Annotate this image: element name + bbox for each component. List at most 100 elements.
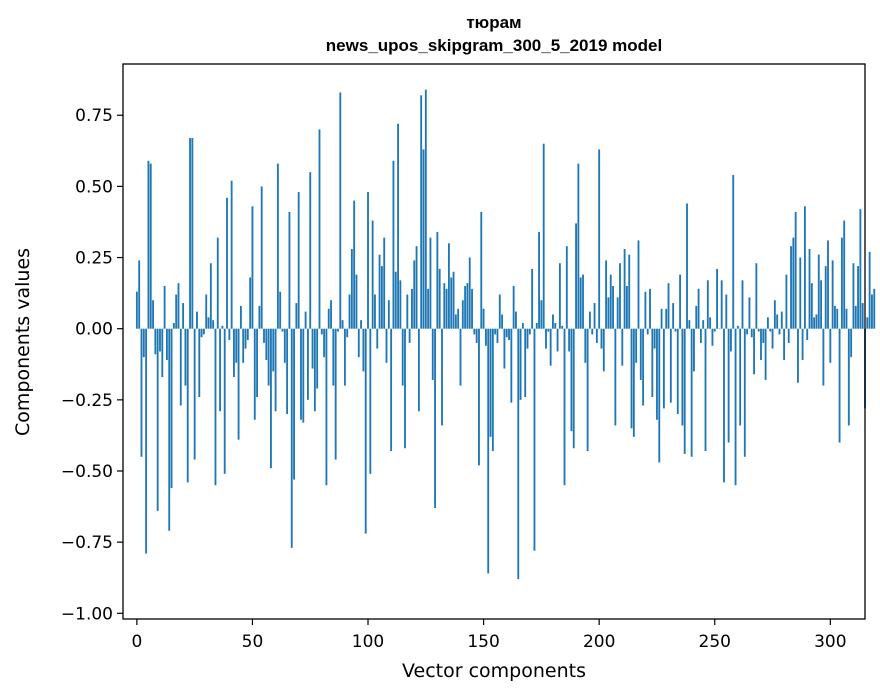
bar xyxy=(552,314,554,329)
bar xyxy=(235,328,238,363)
bar xyxy=(709,317,712,329)
bar xyxy=(660,308,663,329)
bar xyxy=(623,249,626,329)
bar xyxy=(149,163,152,329)
bar xyxy=(517,328,520,580)
bar xyxy=(554,323,557,329)
bar xyxy=(491,328,494,452)
bar xyxy=(165,328,168,360)
bar xyxy=(478,328,480,466)
bar xyxy=(561,325,564,329)
bar xyxy=(330,300,332,329)
bar xyxy=(699,328,702,343)
bar xyxy=(612,286,614,329)
bar xyxy=(175,294,178,329)
bar xyxy=(834,305,836,329)
bar xyxy=(392,160,395,329)
bar xyxy=(339,92,342,329)
bar xyxy=(431,328,434,380)
bar xyxy=(457,308,460,329)
bar xyxy=(616,297,619,329)
bar xyxy=(568,328,571,352)
bar xyxy=(348,294,351,329)
bar xyxy=(263,328,265,343)
bar xyxy=(177,283,180,329)
bar xyxy=(503,328,506,369)
bar xyxy=(824,266,827,329)
bar xyxy=(274,328,277,412)
bar xyxy=(764,328,767,380)
bar xyxy=(209,263,212,329)
bar xyxy=(720,280,723,329)
bar xyxy=(732,175,735,329)
bar xyxy=(600,328,603,349)
bar xyxy=(461,300,464,329)
y-tick-label: 0.00 xyxy=(75,320,113,340)
bar xyxy=(482,308,485,329)
bar xyxy=(473,328,476,335)
bar xyxy=(665,308,668,329)
bar xyxy=(343,328,346,386)
bar xyxy=(302,328,305,423)
x-tick-label: 0 xyxy=(131,632,142,652)
bar xyxy=(582,274,584,329)
bar xyxy=(859,209,862,329)
bar xyxy=(311,328,314,369)
bar xyxy=(256,328,258,397)
bar xyxy=(196,311,198,329)
bar xyxy=(448,243,450,329)
bar xyxy=(272,328,275,372)
bar xyxy=(776,314,779,329)
bar xyxy=(598,149,601,329)
bar xyxy=(549,328,552,366)
bar xyxy=(540,300,543,329)
bar xyxy=(161,328,164,378)
bar xyxy=(679,274,681,329)
bar xyxy=(207,317,210,329)
bar xyxy=(815,314,818,329)
bar xyxy=(219,328,222,412)
bar xyxy=(790,246,792,329)
bar xyxy=(466,283,469,329)
bar xyxy=(325,328,328,486)
bar xyxy=(411,288,413,329)
bar xyxy=(632,328,635,437)
bar xyxy=(681,328,684,426)
bar xyxy=(279,291,282,329)
bar xyxy=(489,328,492,437)
x-tick-label: 250 xyxy=(699,632,731,652)
bar xyxy=(602,328,605,372)
bar xyxy=(871,294,873,329)
bar xyxy=(827,240,829,329)
bar xyxy=(249,277,252,329)
bar xyxy=(362,328,365,372)
bar xyxy=(214,328,217,486)
bar xyxy=(674,328,677,332)
bar xyxy=(184,328,187,386)
bar xyxy=(415,246,418,329)
bar xyxy=(857,266,859,329)
bar xyxy=(318,129,321,329)
bar xyxy=(480,212,483,329)
bar xyxy=(538,231,540,329)
bar xyxy=(286,328,289,415)
bar xyxy=(686,203,688,329)
bar xyxy=(672,303,675,329)
bar xyxy=(785,274,788,329)
bar xyxy=(295,303,298,329)
bar xyxy=(760,328,762,360)
bar xyxy=(142,328,145,358)
bar xyxy=(223,328,226,474)
bar xyxy=(244,328,247,349)
bar xyxy=(454,314,457,329)
bar xyxy=(327,308,330,329)
bar xyxy=(434,328,436,508)
bar xyxy=(163,286,166,329)
bar xyxy=(572,328,575,449)
bar xyxy=(817,254,820,329)
bar xyxy=(723,328,725,483)
bar xyxy=(304,311,307,329)
bar xyxy=(806,328,809,341)
bar xyxy=(619,263,621,329)
